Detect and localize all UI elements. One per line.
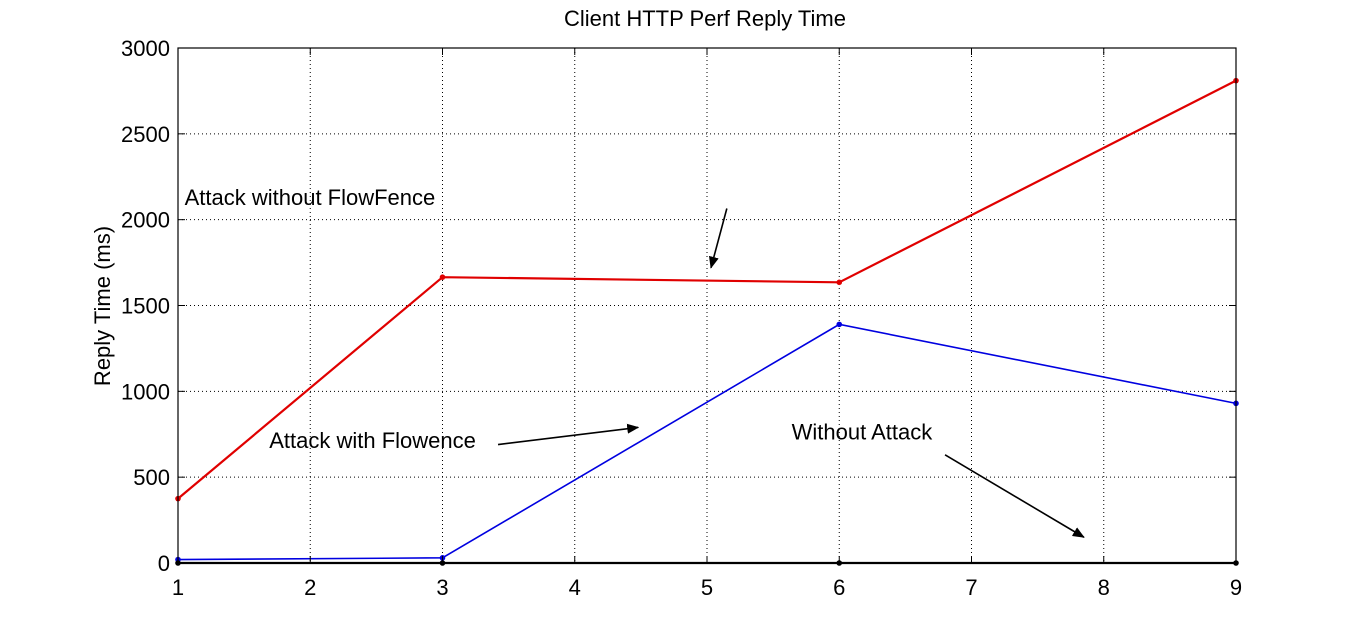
x-tick-label: 4 [569, 575, 581, 600]
x-tick-label: 2 [304, 575, 316, 600]
grid-lines [178, 48, 1236, 563]
series-point [836, 279, 843, 286]
x-tick-label: 8 [1098, 575, 1110, 600]
y-tick-label: 2500 [121, 122, 170, 147]
annotation: Without Attack [792, 419, 1085, 538]
y-tick-label: 3000 [121, 36, 170, 61]
axes: 1 2 3 4 5 6 7 8 9 0 500 1000 1500 2000 2500 3000 [121, 36, 1242, 600]
series-line [177, 79, 1237, 500]
series-point [439, 274, 446, 280]
annotation-arrow [497, 423, 640, 446]
x-tick-label: 9 [1230, 575, 1242, 600]
annotation: Attack without FlowFence [185, 185, 728, 269]
y-tick-label: 2000 [121, 208, 170, 233]
annotation: Attack with Flowence [269, 423, 640, 453]
y-tick-label: 1500 [121, 294, 170, 319]
x-tick-label: 7 [965, 575, 977, 600]
annotation-arrow [708, 208, 728, 269]
annotation-layer: Attack without FlowFence Attack with Flow… [185, 185, 1085, 538]
y-tick-label: 0 [158, 551, 170, 576]
chart-title: Client HTTP Perf Reply Time [564, 6, 846, 31]
annotation-arrow [944, 454, 1085, 538]
annotation-label: Attack with Flowence [269, 428, 476, 453]
y-tick-label: 500 [133, 465, 170, 490]
y-tick-label: 1000 [121, 379, 170, 404]
x-tick-label: 1 [172, 575, 184, 600]
annotation-label: Attack without FlowFence [185, 185, 436, 210]
x-tick-label: 5 [701, 575, 713, 600]
x-tick-label: 6 [833, 575, 845, 600]
series-point [836, 321, 843, 328]
annotation-label: Without Attack [792, 419, 934, 444]
x-tick-label: 3 [436, 575, 448, 600]
y-axis-label: Reply Time (ms) [90, 226, 115, 386]
